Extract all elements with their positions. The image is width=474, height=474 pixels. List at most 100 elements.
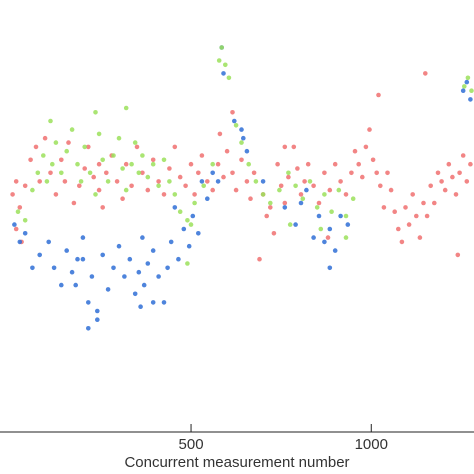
data-point	[116, 243, 122, 249]
data-point	[210, 161, 215, 167]
data-point	[257, 256, 262, 262]
data-point	[332, 248, 338, 253]
data-point	[145, 174, 151, 180]
data-point	[28, 157, 33, 163]
data-point	[316, 200, 322, 206]
data-point	[219, 45, 224, 50]
data-point	[352, 148, 358, 154]
data-point	[132, 291, 138, 297]
data-point	[30, 187, 35, 193]
data-point	[230, 110, 235, 115]
data-point	[388, 187, 394, 193]
data-point	[96, 131, 102, 137]
data-point	[239, 127, 244, 132]
data-point	[332, 161, 338, 167]
data-point	[286, 170, 291, 176]
data-point	[460, 88, 466, 93]
data-point	[177, 209, 183, 214]
data-point	[93, 192, 98, 197]
data-point	[439, 179, 444, 184]
data-point	[414, 213, 419, 219]
data-point	[120, 166, 125, 171]
data-point	[322, 239, 327, 245]
data-point	[378, 183, 383, 189]
data-point	[311, 235, 316, 240]
data-point	[127, 256, 133, 262]
data-point	[251, 170, 257, 176]
data-point	[48, 118, 53, 124]
data-point	[311, 183, 316, 189]
data-point	[457, 170, 462, 176]
data-point	[100, 157, 105, 163]
data-point	[59, 170, 64, 176]
data-point	[264, 213, 270, 219]
data-point	[188, 161, 194, 167]
data-point	[64, 148, 69, 154]
data-point	[53, 192, 59, 197]
data-point	[129, 183, 134, 189]
data-point	[48, 170, 53, 176]
data-point	[336, 187, 342, 193]
data-point	[244, 148, 250, 154]
data-point	[282, 205, 288, 210]
data-point	[428, 183, 434, 189]
data-point	[59, 157, 64, 163]
data-point	[150, 161, 156, 167]
data-point	[215, 179, 221, 184]
data-point	[232, 118, 237, 124]
data-point	[17, 205, 23, 210]
data-point	[417, 235, 423, 240]
data-point	[176, 256, 181, 262]
data-point	[167, 179, 172, 184]
data-point	[80, 256, 86, 262]
data-point	[96, 161, 102, 167]
data-point	[62, 179, 68, 184]
data-point	[322, 192, 327, 197]
data-point	[136, 269, 142, 275]
data-point	[69, 269, 75, 275]
data-point	[399, 239, 405, 245]
data-point	[210, 187, 215, 193]
data-point	[69, 127, 75, 132]
data-point	[468, 97, 473, 102]
data-point	[278, 183, 284, 189]
data-point	[223, 62, 228, 68]
data-point	[199, 153, 205, 158]
data-point	[293, 222, 298, 227]
data-point	[239, 140, 244, 145]
data-point	[293, 183, 298, 189]
data-point	[161, 192, 167, 197]
data-point	[185, 261, 190, 266]
data-point	[51, 265, 57, 271]
data-point	[181, 226, 187, 232]
data-point	[105, 179, 111, 184]
data-point	[465, 75, 471, 81]
data-point	[287, 222, 293, 227]
data-point	[286, 174, 291, 180]
data-point	[82, 144, 87, 150]
data-point	[363, 144, 369, 150]
data-point	[177, 174, 183, 180]
data-point	[186, 243, 192, 249]
data-point	[111, 265, 116, 271]
data-point	[248, 196, 253, 201]
data-point	[89, 274, 95, 279]
data-point	[343, 213, 349, 219]
data-point	[367, 127, 372, 132]
data-point	[53, 140, 59, 145]
data-point	[136, 170, 142, 176]
data-point	[432, 200, 437, 206]
data-point	[105, 287, 111, 292]
data-point	[325, 235, 331, 240]
data-point	[35, 170, 41, 176]
data-point	[224, 148, 230, 154]
data-point	[298, 200, 304, 206]
data-point	[221, 71, 226, 76]
data-point	[140, 235, 145, 240]
data-point	[86, 326, 91, 331]
data-point	[59, 282, 64, 288]
data-point	[423, 71, 428, 76]
data-point	[217, 131, 223, 137]
data-point	[156, 183, 161, 189]
